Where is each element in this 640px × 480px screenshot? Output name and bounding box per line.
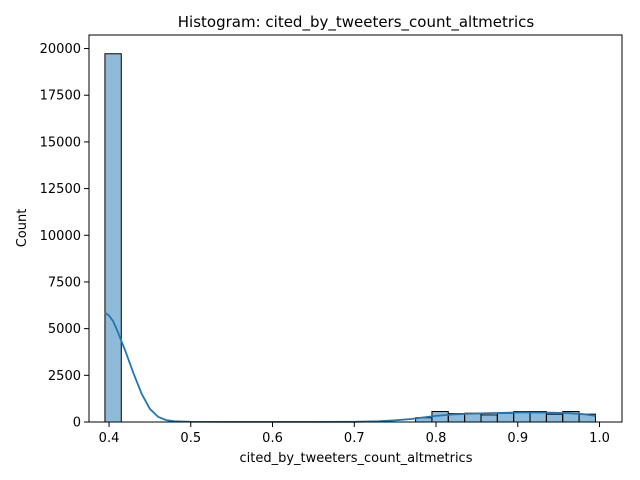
x-tick-label-1: 0.5	[180, 431, 201, 446]
x-tick-label-2: 0.6	[262, 431, 283, 446]
x-tick-label-3: 0.7	[344, 431, 365, 446]
x-tick-label-4: 0.8	[426, 431, 447, 446]
y-tick-label-1: 2500	[48, 369, 81, 384]
x-axis-label: cited_by_tweeters_count_altmetrics	[240, 451, 473, 466]
y-axis-label: Count	[15, 209, 30, 248]
y-tick-label-0: 0	[73, 416, 81, 431]
chart-title: Histogram: cited_by_tweeters_count_altme…	[178, 13, 535, 32]
histogram-bar-0	[104, 53, 122, 423]
y-tick-label-3: 7500	[48, 275, 81, 290]
y-tick-label-7: 17500	[40, 89, 81, 104]
y-tick-label-2: 5000	[48, 322, 81, 337]
y-tick-label-6: 15000	[40, 135, 81, 150]
x-tick-label-6: 1.0	[589, 431, 610, 446]
x-tick-label-5: 0.9	[507, 431, 528, 446]
y-tick-label-5: 12500	[40, 182, 81, 197]
x-tick-label-0: 0.4	[99, 431, 120, 446]
plot-frame	[88, 34, 623, 423]
x-axis-ticks: 0.4 0.5 0.6 0.7 0.8 0.9 1.0	[99, 422, 610, 446]
y-tick-label-4: 10000	[40, 229, 81, 244]
histogram-bar-6	[496, 412, 515, 423]
y-axis-ticks: 0 2500 5000 7500 10000 12500 15000 17500 20000	[40, 42, 89, 431]
y-tick-label-8: 20000	[40, 42, 81, 57]
histogram-bar-5	[480, 414, 498, 423]
histogram-bar-9	[545, 413, 564, 423]
